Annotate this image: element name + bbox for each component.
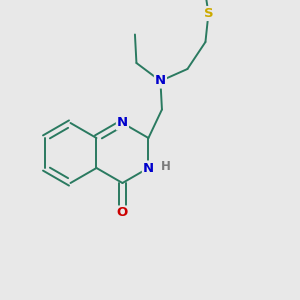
Text: N: N (155, 74, 166, 88)
Text: N: N (117, 116, 128, 130)
Text: O: O (117, 206, 128, 220)
Text: H: H (161, 160, 171, 173)
Text: N: N (143, 161, 154, 175)
Text: S: S (204, 7, 213, 20)
